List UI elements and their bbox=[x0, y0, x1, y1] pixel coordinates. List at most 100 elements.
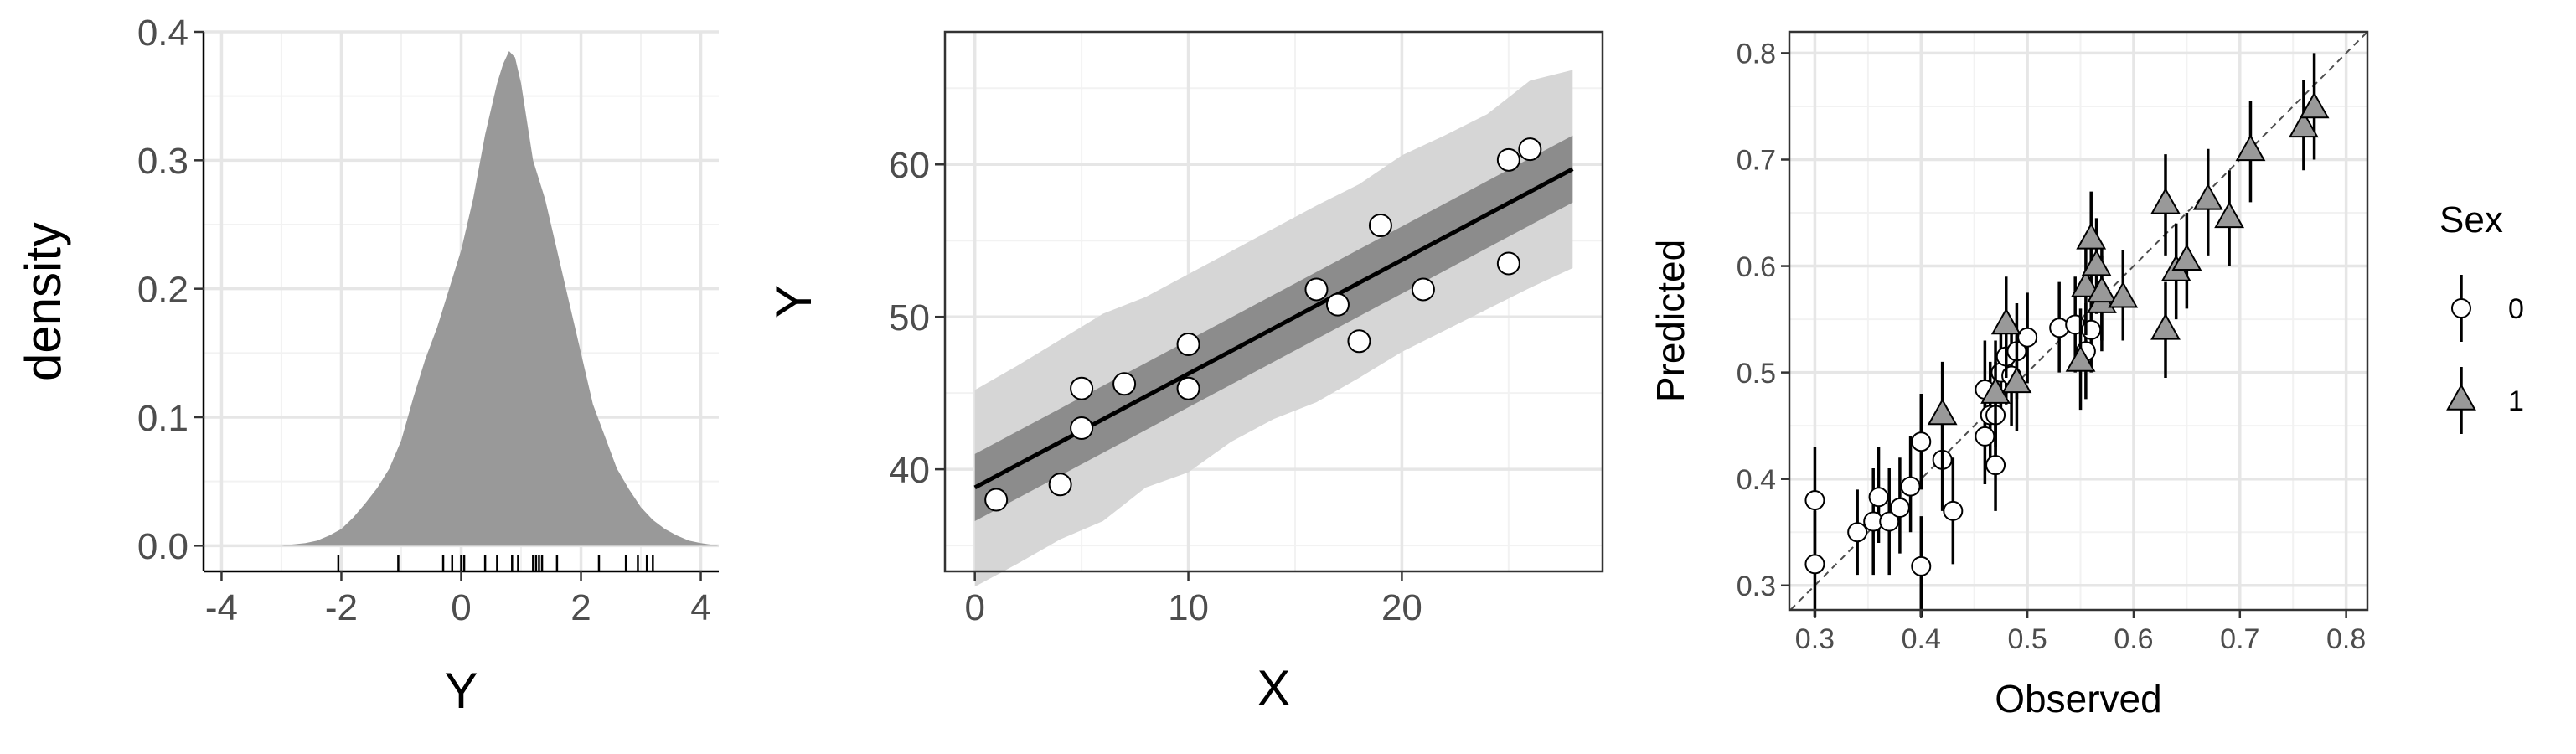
data-point bbox=[1911, 431, 1932, 452]
data-point bbox=[1411, 277, 1435, 302]
reference-line bbox=[1789, 31, 2368, 611]
data-point bbox=[1900, 476, 1921, 497]
data-point bbox=[1325, 292, 1350, 317]
points bbox=[984, 137, 1542, 512]
data-point bbox=[2108, 281, 2139, 308]
x-tick-label: 0.7 bbox=[2220, 623, 2259, 655]
data-point bbox=[1496, 251, 1520, 276]
data-point bbox=[2192, 183, 2223, 210]
x-axis-title: Y bbox=[444, 663, 478, 719]
data-point bbox=[1879, 511, 1900, 532]
data-point bbox=[1847, 522, 1868, 543]
legend-title: Sex bbox=[2439, 199, 2503, 240]
data-point bbox=[1980, 377, 2011, 404]
y-tick-label: 0.4 bbox=[137, 13, 188, 54]
data-point bbox=[1070, 376, 1094, 400]
data-point bbox=[1518, 137, 1542, 162]
legend-symbol bbox=[2451, 298, 2471, 318]
y-tick-label: 0.3 bbox=[1737, 571, 1776, 602]
panel-2 bbox=[945, 32, 1603, 587]
data-point bbox=[1868, 487, 1889, 508]
y-axis-title: Y bbox=[766, 285, 822, 318]
y-tick-label: 0.3 bbox=[137, 141, 188, 182]
x-tick-label: 0 bbox=[451, 587, 471, 628]
x-tick-label: 2 bbox=[570, 587, 591, 628]
data-point bbox=[1070, 416, 1094, 440]
x-tick-label: 0.6 bbox=[2114, 623, 2153, 655]
x-tick-label: 0.8 bbox=[2326, 623, 2366, 655]
y-tick-label: 40 bbox=[889, 450, 930, 491]
legend-label: 1 bbox=[2508, 385, 2524, 417]
data-point bbox=[1985, 455, 2006, 476]
y-tick-label: 0.2 bbox=[137, 270, 188, 311]
data-point bbox=[1975, 426, 1995, 447]
y-tick-label: 0.0 bbox=[137, 526, 188, 567]
data-point bbox=[1176, 332, 1200, 356]
data-point bbox=[1112, 372, 1137, 396]
series-sex-1 bbox=[1927, 53, 2330, 468]
data-point bbox=[1176, 376, 1200, 400]
x-tick-label: 10 bbox=[1168, 587, 1209, 628]
x-tick-label: -2 bbox=[325, 587, 358, 628]
y-axis-title: density bbox=[15, 222, 71, 381]
data-point bbox=[1990, 307, 2021, 335]
rug bbox=[337, 555, 654, 571]
data-point bbox=[2150, 312, 2181, 340]
data-point bbox=[2076, 222, 2107, 250]
data-point bbox=[2214, 201, 2245, 229]
x-tick-label: -4 bbox=[205, 587, 238, 628]
data-point bbox=[1889, 498, 1910, 519]
data-point bbox=[2081, 249, 2112, 276]
data-point bbox=[2288, 111, 2319, 138]
y-tick-label: 50 bbox=[889, 297, 930, 338]
data-point bbox=[1048, 473, 1072, 497]
x-tick-label: 0 bbox=[964, 587, 984, 628]
data-point bbox=[2065, 344, 2096, 372]
data-point bbox=[2235, 134, 2266, 162]
x-tick-label: 0.4 bbox=[1902, 623, 1941, 655]
legend-key-1 bbox=[2446, 367, 2476, 434]
data-point bbox=[1927, 398, 1958, 426]
data-point bbox=[1347, 329, 1371, 354]
legend: Sex 0 1 bbox=[2439, 199, 2524, 434]
data-point bbox=[2299, 91, 2330, 119]
data-point bbox=[984, 488, 1009, 512]
data-point bbox=[2017, 327, 2038, 348]
x-axis-title: X bbox=[1257, 660, 1290, 716]
y-tick-label: 0.6 bbox=[1737, 251, 1776, 283]
legend-symbol bbox=[2446, 383, 2476, 411]
axes-2: 0 10 20 40 50 60 X Y bbox=[766, 30, 1604, 716]
x-tick-label: 0.5 bbox=[2007, 623, 2047, 655]
data-point bbox=[1368, 214, 1392, 238]
grid bbox=[1789, 32, 2367, 610]
data-point bbox=[2070, 270, 2101, 297]
y-tick-label: 0.4 bbox=[1737, 464, 1776, 496]
legend-label: 0 bbox=[2508, 293, 2524, 325]
panel-3 bbox=[1789, 31, 2368, 617]
y-tick-label: 0.8 bbox=[1737, 39, 1776, 70]
data-point bbox=[2001, 366, 2032, 394]
y-tick-label: 0.5 bbox=[1737, 358, 1776, 390]
data-point bbox=[2086, 276, 2117, 303]
x-tick-label: 20 bbox=[1381, 587, 1422, 628]
y-tick-label: 60 bbox=[889, 145, 930, 186]
data-point bbox=[1911, 555, 1932, 576]
x-axis-title: Observed bbox=[1995, 677, 2161, 720]
x-tick-label: 4 bbox=[690, 587, 710, 628]
y-tick-label: 0.1 bbox=[137, 398, 188, 439]
data-point bbox=[2150, 187, 2181, 214]
data-point bbox=[1804, 554, 1825, 575]
data-point bbox=[1943, 500, 1964, 521]
legend-key-0 bbox=[2451, 275, 2471, 342]
x-tick-label: 0.3 bbox=[1795, 623, 1835, 655]
panel-border bbox=[1788, 30, 2369, 612]
panel-1 bbox=[204, 30, 720, 571]
data-point bbox=[1304, 277, 1329, 302]
y-tick-label: 0.7 bbox=[1737, 145, 1776, 177]
data-point bbox=[1804, 490, 1825, 511]
panel-border bbox=[943, 30, 1604, 573]
y-axis-title: Predicted bbox=[1649, 240, 1692, 402]
axes-3: 0.3 0.4 0.5 0.6 0.7 0.8 0.3 0.4 0.5 0.6 0.7 0.8 Obse… bbox=[1649, 30, 2369, 720]
